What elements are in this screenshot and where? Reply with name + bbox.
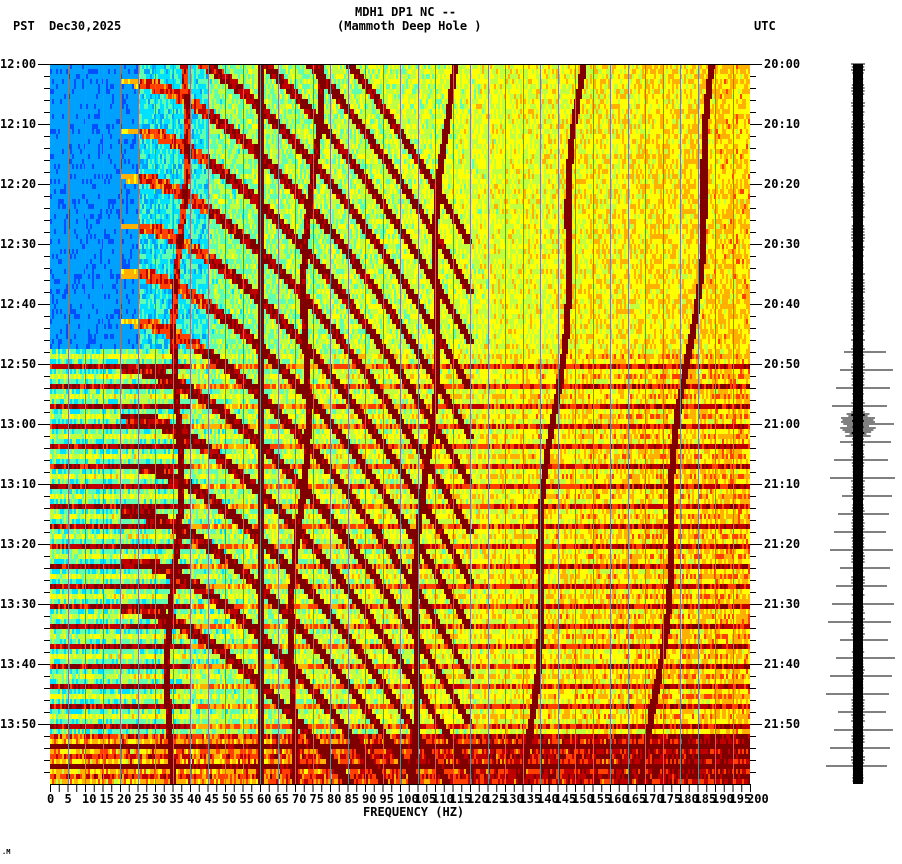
y-tick-left-label: 12:10 [0, 118, 36, 130]
y-tick-left-label: 12:30 [0, 238, 36, 250]
x-tick-label: 70 [292, 793, 306, 805]
y-tick-right-label: 20:30 [764, 238, 800, 250]
y-tick-left-label: 13:40 [0, 658, 36, 670]
x-tick-label: 30 [152, 793, 166, 805]
x-tick-label: 55 [240, 793, 254, 805]
y-tick-left-label: 13:30 [0, 598, 36, 610]
x-tick-label: 200 [747, 793, 769, 805]
y-tick-right-label: 21:20 [764, 538, 800, 550]
x-tick-label: 45 [205, 793, 219, 805]
y-tick-right-label: 20:20 [764, 178, 800, 190]
x-tick-label: 35 [170, 793, 184, 805]
spectrogram-heatmap [50, 64, 750, 784]
station-name-title: (Mammoth Deep Hole ) [337, 20, 482, 32]
y-tick-left-label: 12:20 [0, 178, 36, 190]
x-tick-label: 50 [222, 793, 236, 805]
y-tick-left-label: 13:20 [0, 538, 36, 550]
x-tick-label: 20 [117, 793, 131, 805]
y-tick-right-label: 20:40 [764, 298, 800, 310]
y-tick-right-label: 20:10 [764, 118, 800, 130]
x-tick-label: 25 [135, 793, 149, 805]
y-tick-right-label: 21:50 [764, 718, 800, 730]
y-tick-left-label: 13:50 [0, 718, 36, 730]
y-tick-right-label: 20:00 [764, 58, 800, 70]
x-tick-label: 75 [310, 793, 324, 805]
footer-mark: .M [2, 846, 10, 858]
y-tick-right-label: 20:50 [764, 358, 800, 370]
x-tick-label: 65 [275, 793, 289, 805]
x-tick-label: 15 [100, 793, 114, 805]
date-label: Dec30,2025 [49, 20, 121, 32]
station-code-title: MDH1 DP1 NC -- [355, 6, 456, 18]
x-tick-label: 40 [187, 793, 201, 805]
x-tick-label: 80 [327, 793, 341, 805]
y-tick-left-label: 12:00 [0, 58, 36, 70]
y-tick-left-label: 13:10 [0, 478, 36, 490]
spectrogram-plot [50, 64, 750, 784]
x-tick-label: 90 [362, 793, 376, 805]
x-tick-label: 60 [257, 793, 271, 805]
x-axis-title: FREQUENCY (HZ) [363, 806, 464, 818]
y-tick-right-label: 21:40 [764, 658, 800, 670]
y-tick-right-label: 21:30 [764, 598, 800, 610]
timezone-right-label: UTC [754, 20, 776, 32]
seismogram-trace [820, 60, 902, 790]
x-tick-label: 10 [82, 793, 96, 805]
y-tick-left-label: 12:40 [0, 298, 36, 310]
y-tick-left-label: 13:00 [0, 418, 36, 430]
y-tick-right-label: 21:00 [764, 418, 800, 430]
y-tick-left-label: 12:50 [0, 358, 36, 370]
x-tick-label: 0 [47, 793, 54, 805]
y-tick-right-label: 21:10 [764, 478, 800, 490]
x-tick-label: 85 [345, 793, 359, 805]
x-tick-label: 5 [65, 793, 72, 805]
x-tick-label: 95 [380, 793, 394, 805]
timezone-left-label: PST [13, 20, 35, 32]
